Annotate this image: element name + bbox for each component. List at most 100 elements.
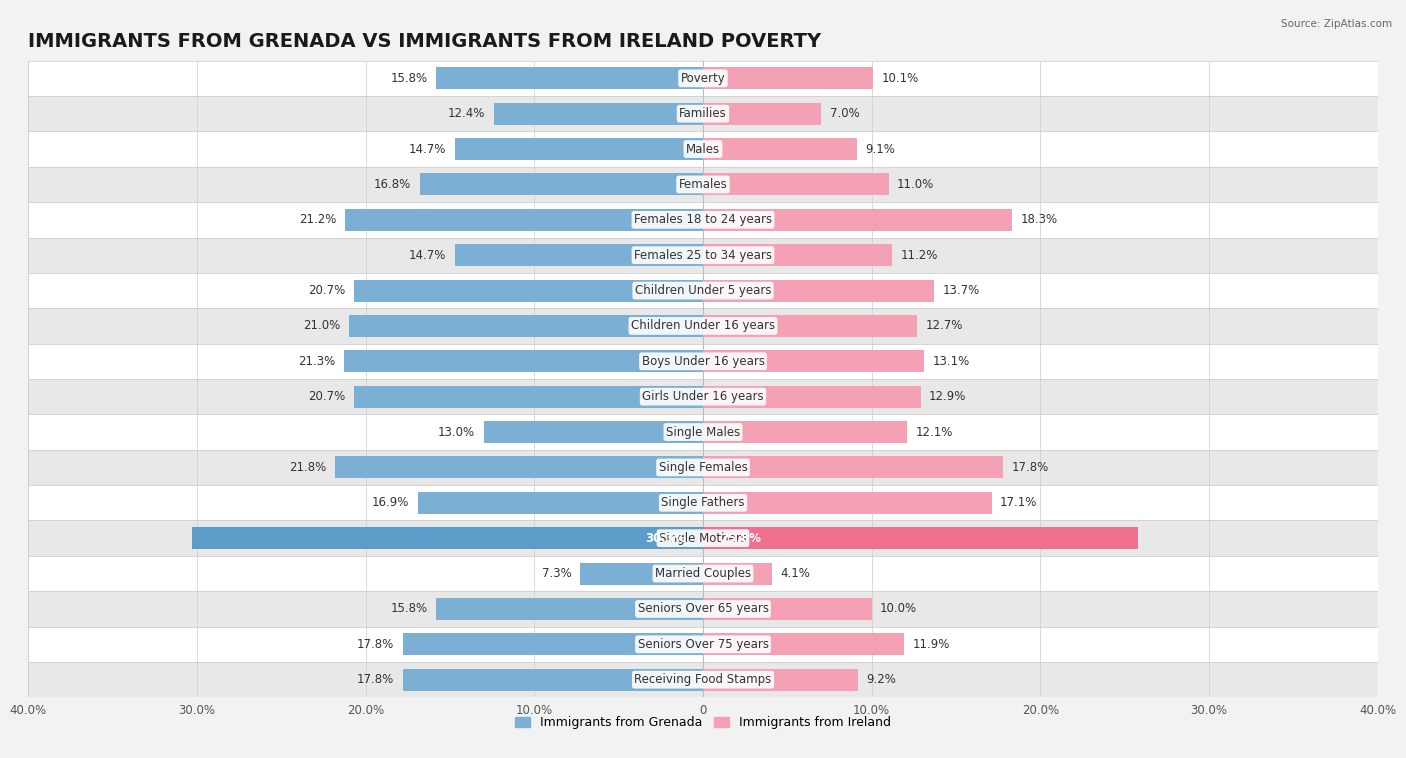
Text: Source: ZipAtlas.com: Source: ZipAtlas.com	[1281, 19, 1392, 29]
Text: 13.0%: 13.0%	[439, 425, 475, 439]
Text: Poverty: Poverty	[681, 72, 725, 85]
Text: 15.8%: 15.8%	[391, 72, 427, 85]
Bar	[28, 662, 1378, 697]
Text: 10.1%: 10.1%	[882, 72, 920, 85]
Text: 21.3%: 21.3%	[298, 355, 335, 368]
Text: 30.3%: 30.3%	[645, 531, 686, 545]
Text: 20.7%: 20.7%	[308, 284, 346, 297]
Bar	[456, 138, 703, 160]
Bar	[28, 415, 1378, 449]
Text: Girls Under 16 years: Girls Under 16 years	[643, 390, 763, 403]
Bar	[28, 591, 1378, 627]
Text: Single Fathers: Single Fathers	[661, 496, 745, 509]
Bar	[343, 350, 703, 372]
Bar	[703, 350, 924, 372]
Text: Boys Under 16 years: Boys Under 16 years	[641, 355, 765, 368]
Text: 25.8%: 25.8%	[720, 531, 761, 545]
Bar	[28, 237, 1378, 273]
Bar	[419, 174, 703, 196]
Bar	[28, 131, 1378, 167]
Text: Single Females: Single Females	[658, 461, 748, 474]
Bar	[28, 96, 1378, 131]
Bar	[703, 103, 821, 124]
Bar	[703, 138, 856, 160]
Text: Married Couples: Married Couples	[655, 567, 751, 580]
Bar	[28, 627, 1378, 662]
Bar	[354, 280, 703, 302]
Bar	[28, 556, 1378, 591]
Bar	[28, 202, 1378, 237]
Bar	[703, 67, 873, 89]
Bar	[28, 449, 1378, 485]
Text: 4.1%: 4.1%	[780, 567, 810, 580]
Text: 10.0%: 10.0%	[880, 603, 917, 615]
Text: Seniors Over 65 years: Seniors Over 65 years	[637, 603, 769, 615]
Text: 15.8%: 15.8%	[391, 603, 427, 615]
Bar	[335, 456, 703, 478]
Bar	[703, 634, 904, 655]
Text: 11.2%: 11.2%	[900, 249, 938, 262]
Text: 12.9%: 12.9%	[929, 390, 966, 403]
Text: 16.9%: 16.9%	[373, 496, 409, 509]
Text: 17.8%: 17.8%	[1012, 461, 1049, 474]
Bar	[28, 379, 1378, 415]
Text: Females 25 to 34 years: Females 25 to 34 years	[634, 249, 772, 262]
Bar	[703, 174, 889, 196]
Text: 13.7%: 13.7%	[942, 284, 980, 297]
Bar	[28, 521, 1378, 556]
Bar	[703, 244, 891, 266]
Text: 9.2%: 9.2%	[866, 673, 897, 686]
Bar	[436, 598, 703, 620]
Text: Children Under 16 years: Children Under 16 years	[631, 319, 775, 333]
Bar	[579, 562, 703, 584]
Text: Males: Males	[686, 143, 720, 155]
Bar	[402, 634, 703, 655]
Text: 13.1%: 13.1%	[932, 355, 970, 368]
Bar	[703, 528, 1139, 549]
Text: IMMIGRANTS FROM GRENADA VS IMMIGRANTS FROM IRELAND POVERTY: IMMIGRANTS FROM GRENADA VS IMMIGRANTS FR…	[28, 32, 821, 51]
Bar	[28, 343, 1378, 379]
Bar	[418, 492, 703, 514]
Bar	[28, 61, 1378, 96]
Bar	[494, 103, 703, 124]
Text: 18.3%: 18.3%	[1021, 213, 1057, 227]
Text: 11.0%: 11.0%	[897, 178, 934, 191]
Text: 12.4%: 12.4%	[449, 107, 485, 121]
Bar	[456, 244, 703, 266]
Bar	[703, 386, 921, 408]
Bar	[28, 273, 1378, 309]
Text: 17.1%: 17.1%	[1000, 496, 1038, 509]
Text: 21.8%: 21.8%	[290, 461, 326, 474]
Bar	[703, 315, 917, 337]
Bar	[28, 167, 1378, 202]
Text: 14.7%: 14.7%	[409, 143, 447, 155]
Text: 9.1%: 9.1%	[865, 143, 894, 155]
Bar	[349, 315, 703, 337]
Bar	[703, 280, 934, 302]
Legend: Immigrants from Grenada, Immigrants from Ireland: Immigrants from Grenada, Immigrants from…	[515, 716, 891, 729]
Text: 21.0%: 21.0%	[304, 319, 340, 333]
Bar	[703, 209, 1012, 230]
Text: 17.8%: 17.8%	[357, 637, 394, 651]
Bar	[703, 456, 1004, 478]
Text: Receiving Food Stamps: Receiving Food Stamps	[634, 673, 772, 686]
Bar	[354, 386, 703, 408]
Bar	[703, 492, 991, 514]
Text: 7.0%: 7.0%	[830, 107, 859, 121]
Text: Children Under 5 years: Children Under 5 years	[634, 284, 772, 297]
Text: 14.7%: 14.7%	[409, 249, 447, 262]
Text: 20.7%: 20.7%	[308, 390, 346, 403]
Text: 12.7%: 12.7%	[925, 319, 963, 333]
Text: 16.8%: 16.8%	[374, 178, 411, 191]
Bar	[346, 209, 703, 230]
Text: Females: Females	[679, 178, 727, 191]
Text: Families: Families	[679, 107, 727, 121]
Text: 21.2%: 21.2%	[299, 213, 337, 227]
Bar	[28, 485, 1378, 521]
Bar	[436, 67, 703, 89]
Text: 11.9%: 11.9%	[912, 637, 949, 651]
Text: Females 18 to 24 years: Females 18 to 24 years	[634, 213, 772, 227]
Bar	[28, 309, 1378, 343]
Text: Single Males: Single Males	[666, 425, 740, 439]
Bar	[402, 669, 703, 691]
